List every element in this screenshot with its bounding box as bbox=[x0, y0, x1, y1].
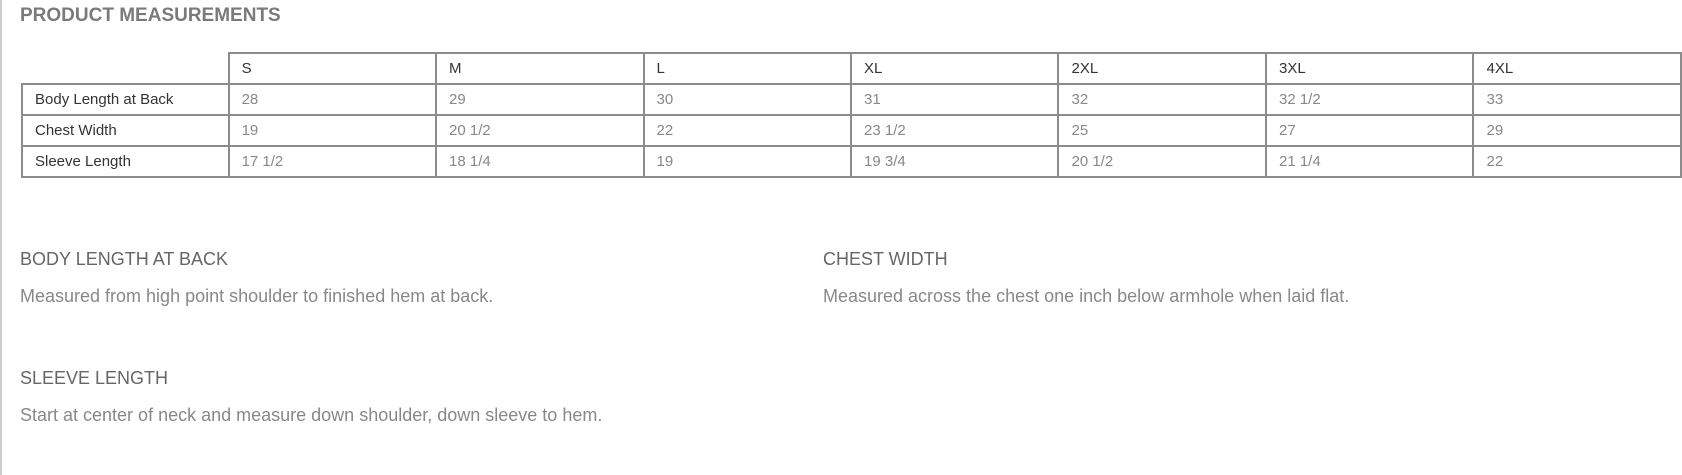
size-header: 2XL bbox=[1057, 52, 1267, 85]
section-text-chest-width: Measured across the chest one inch below… bbox=[823, 286, 1350, 306]
measurement-cell: 28 bbox=[227, 83, 438, 116]
measurement-cell: 20 1/2 bbox=[1057, 145, 1267, 178]
page-title: PRODUCT MEASUREMENTS bbox=[20, 5, 281, 26]
measurement-cell: 27 bbox=[1264, 114, 1475, 147]
measurement-cell: 19 3/4 bbox=[849, 145, 1060, 178]
measurement-cell: 31 bbox=[849, 83, 1060, 116]
row-label: Chest Width bbox=[21, 114, 230, 147]
measurement-cell: 23 1/2 bbox=[849, 114, 1060, 147]
measurement-cell: 33 bbox=[1472, 83, 1682, 116]
section-heading-body-length: BODY LENGTH AT BACK bbox=[20, 249, 229, 269]
measurement-cell: 17 1/2 bbox=[227, 145, 438, 178]
size-header: 3XL bbox=[1264, 52, 1475, 85]
left-border bbox=[0, 0, 2, 475]
measurement-cell: 29 bbox=[435, 83, 645, 116]
table-row: Body Length at Back 28 29 30 31 32 32 1/2 33 bbox=[21, 83, 1682, 116]
header-blank-cell bbox=[22, 53, 229, 85]
section-text-body-length: Measured from high point shoulder to fin… bbox=[20, 286, 494, 306]
measurement-cell: 19 bbox=[642, 145, 853, 178]
row-label: Sleeve Length bbox=[21, 145, 230, 178]
measurements-table: S M L XL 2XL 3XL 4XL Body Length at Back 28 29 30 3… bbox=[21, 52, 1682, 178]
measurement-cell: 19 bbox=[227, 114, 438, 147]
section-heading-chest-width: CHEST WIDTH bbox=[823, 249, 948, 269]
size-header: 4XL bbox=[1472, 52, 1682, 85]
measurement-cell: 25 bbox=[1057, 114, 1267, 147]
table-header-row: S M L XL 2XL 3XL 4XL bbox=[22, 52, 1682, 85]
table-row: Chest Width 19 20 1/2 22 23 1/2 25 27 29 bbox=[21, 114, 1682, 147]
measurement-cell: 30 bbox=[642, 83, 853, 116]
measurement-cell: 32 bbox=[1057, 83, 1267, 116]
section-heading-sleeve-length: SLEEVE LENGTH bbox=[20, 368, 169, 388]
size-header: M bbox=[435, 52, 645, 85]
size-header: S bbox=[227, 52, 438, 85]
table-row: Sleeve Length 17 1/2 18 1/4 19 19 3/4 20 1/2 2… bbox=[21, 145, 1682, 178]
size-header: XL bbox=[849, 52, 1060, 85]
measurement-cell: 22 bbox=[642, 114, 853, 147]
measurement-cell: 21 1/4 bbox=[1264, 145, 1475, 178]
measurement-cell: 18 1/4 bbox=[435, 145, 645, 178]
section-text-sleeve-length: Start at center of neck and measure down… bbox=[20, 405, 603, 425]
measurement-cell: 32 1/2 bbox=[1264, 83, 1475, 116]
row-label: Body Length at Back bbox=[21, 83, 230, 116]
size-header: L bbox=[642, 52, 853, 85]
measurement-cell: 29 bbox=[1472, 114, 1682, 147]
measurement-cell: 22 bbox=[1472, 145, 1682, 178]
measurement-cell: 20 1/2 bbox=[435, 114, 645, 147]
